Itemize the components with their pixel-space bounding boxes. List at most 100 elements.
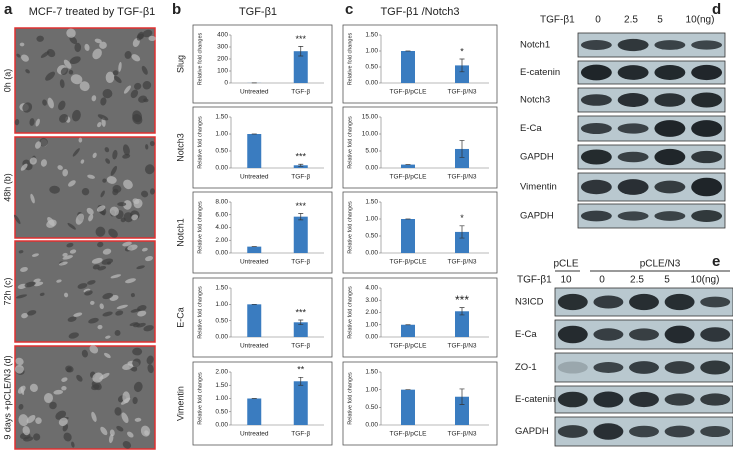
treatment-label: TGF-β1 [517, 275, 552, 286]
y-tick-label: 1.50 [365, 199, 378, 206]
band [629, 425, 659, 438]
error-bar [298, 319, 304, 325]
y-axis-label: Relative fold changes [197, 116, 203, 169]
cell [69, 249, 77, 254]
cell [40, 159, 47, 167]
chart-frame [192, 106, 333, 189]
cell [59, 113, 69, 123]
x-tick-label: Untreated [240, 431, 269, 438]
row-label: Vimentin [520, 182, 557, 193]
cell [148, 35, 156, 42]
y-tick-label: 1.00 [365, 48, 378, 55]
cell [72, 148, 80, 157]
y-tick-label: 15.00 [362, 114, 379, 121]
y-tick-label: 0.00 [215, 334, 228, 341]
cell [114, 330, 121, 336]
cell [81, 349, 88, 358]
cell [122, 241, 132, 247]
cell [143, 98, 149, 103]
cell [110, 274, 122, 279]
y-tick-label: 2.00 [215, 369, 228, 376]
row-label: Notch3 [520, 95, 550, 106]
bar [293, 322, 308, 337]
y-tick-label: 10.00 [362, 131, 379, 138]
y-tick-label: 0.00 [365, 250, 378, 257]
chart-frame [342, 277, 498, 358]
band [593, 362, 624, 373]
cell [149, 140, 155, 147]
cell [65, 365, 74, 373]
band [580, 210, 612, 222]
panel-letter: b [172, 1, 181, 18]
cell [130, 293, 135, 298]
cell [58, 100, 66, 111]
cell [63, 292, 69, 298]
cell [140, 425, 151, 437]
y-tick-label: 1.50 [215, 114, 228, 121]
cell [106, 176, 117, 184]
cell [106, 261, 111, 265]
row-label: GAPDH [520, 152, 554, 163]
cell [132, 358, 141, 367]
y-tick-label: 100 [217, 68, 228, 75]
cell [130, 89, 139, 99]
error-bar [298, 46, 304, 57]
bar [401, 51, 415, 83]
band [654, 40, 686, 50]
cell [146, 355, 154, 365]
bar [247, 134, 262, 168]
band [654, 120, 686, 137]
cell [102, 248, 112, 255]
cell [18, 414, 29, 427]
y-axis-label: Relative fold changes [197, 372, 203, 425]
error-bar [459, 58, 465, 73]
cell [131, 214, 139, 221]
band [664, 425, 695, 438]
cell [92, 152, 97, 159]
cell [39, 292, 45, 296]
x-tick-label: TGF-β/N3 [447, 174, 476, 181]
bar [455, 311, 469, 337]
chart-frame [342, 24, 498, 104]
band [654, 93, 686, 107]
y-tick-label: 1.00 [365, 321, 378, 328]
cell [21, 313, 28, 319]
cell [102, 178, 107, 183]
band [580, 122, 612, 135]
cell [81, 187, 90, 196]
cell [61, 377, 68, 382]
y-tick-label: 0.50 [365, 404, 378, 411]
cell [53, 389, 64, 395]
band [617, 38, 649, 52]
cell [58, 417, 68, 427]
cell [46, 48, 56, 58]
cell [94, 38, 102, 44]
cell [62, 169, 69, 177]
cell [116, 304, 128, 309]
cell [23, 436, 34, 442]
cell [92, 372, 104, 383]
panel-title: TGF-β1 [239, 6, 277, 18]
y-tick-label: 0.50 [215, 317, 228, 324]
y-tick-label: 0 [224, 80, 228, 87]
cell [27, 310, 37, 316]
cell [36, 35, 44, 42]
y-tick-label: 0.00 [215, 250, 228, 257]
treatment-label: TGF-β1 [540, 15, 575, 26]
band [580, 39, 612, 51]
cell [49, 185, 60, 194]
x-tick-label: TGF-β [291, 89, 310, 96]
significance: * [460, 46, 464, 56]
cell [109, 206, 119, 216]
cell [20, 163, 28, 171]
cell [43, 393, 54, 403]
cell [17, 283, 27, 289]
cell [62, 255, 74, 260]
cell [123, 85, 131, 94]
band [617, 65, 649, 80]
image-label: 9 days +pCLE/N3 (d) [2, 355, 12, 439]
cell [121, 412, 129, 424]
band [691, 120, 723, 137]
cell [102, 89, 113, 99]
